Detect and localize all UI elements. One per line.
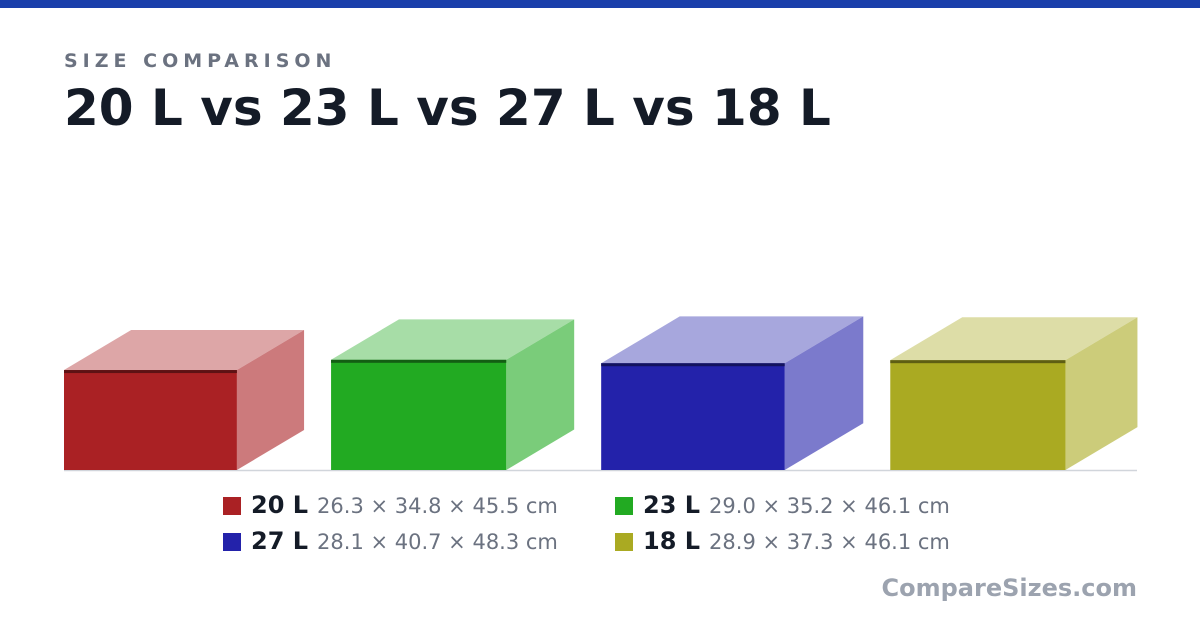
box-top <box>601 316 864 364</box>
box-side <box>236 330 305 470</box>
brand: CompareSizes.com <box>882 574 1137 602</box>
box-front <box>331 359 507 470</box>
box-side <box>784 316 864 470</box>
box-edge <box>331 359 507 363</box>
box-front <box>601 363 785 470</box>
box-top <box>64 330 305 371</box>
box-front <box>64 370 237 470</box>
top-bar <box>0 0 1200 8</box>
legend-name: 23 L <box>643 491 700 519</box>
box-top <box>890 317 1138 361</box>
box-side <box>506 319 575 470</box>
legend-dimensions: 28.9 × 37.3 × 46.1 cm <box>709 530 950 554</box>
kicker: SIZE COMPARISON <box>64 50 336 72</box>
box-edge <box>601 363 785 367</box>
legend-name: 18 L <box>643 527 700 555</box>
legend-dimensions: 29.0 × 35.2 × 46.1 cm <box>709 494 950 518</box>
box-front <box>890 360 1066 470</box>
legend-swatch <box>615 497 633 515</box>
legend-swatch <box>223 497 241 515</box>
legend-dimensions: 28.1 × 40.7 × 48.3 cm <box>317 530 558 554</box>
legend-swatch <box>615 533 633 551</box>
box-top <box>331 319 575 360</box>
legend-name: 20 L <box>251 491 308 519</box>
box-side <box>1065 317 1138 470</box>
box-edge <box>64 370 237 374</box>
legend-dimensions: 26.3 × 34.8 × 45.5 cm <box>317 494 558 518</box>
legend-name: 27 L <box>251 527 308 555</box>
legend-swatch <box>223 533 241 551</box>
box-edge <box>890 360 1066 364</box>
title: 20 L vs 23 L vs 27 L vs 18 L <box>64 79 831 137</box>
